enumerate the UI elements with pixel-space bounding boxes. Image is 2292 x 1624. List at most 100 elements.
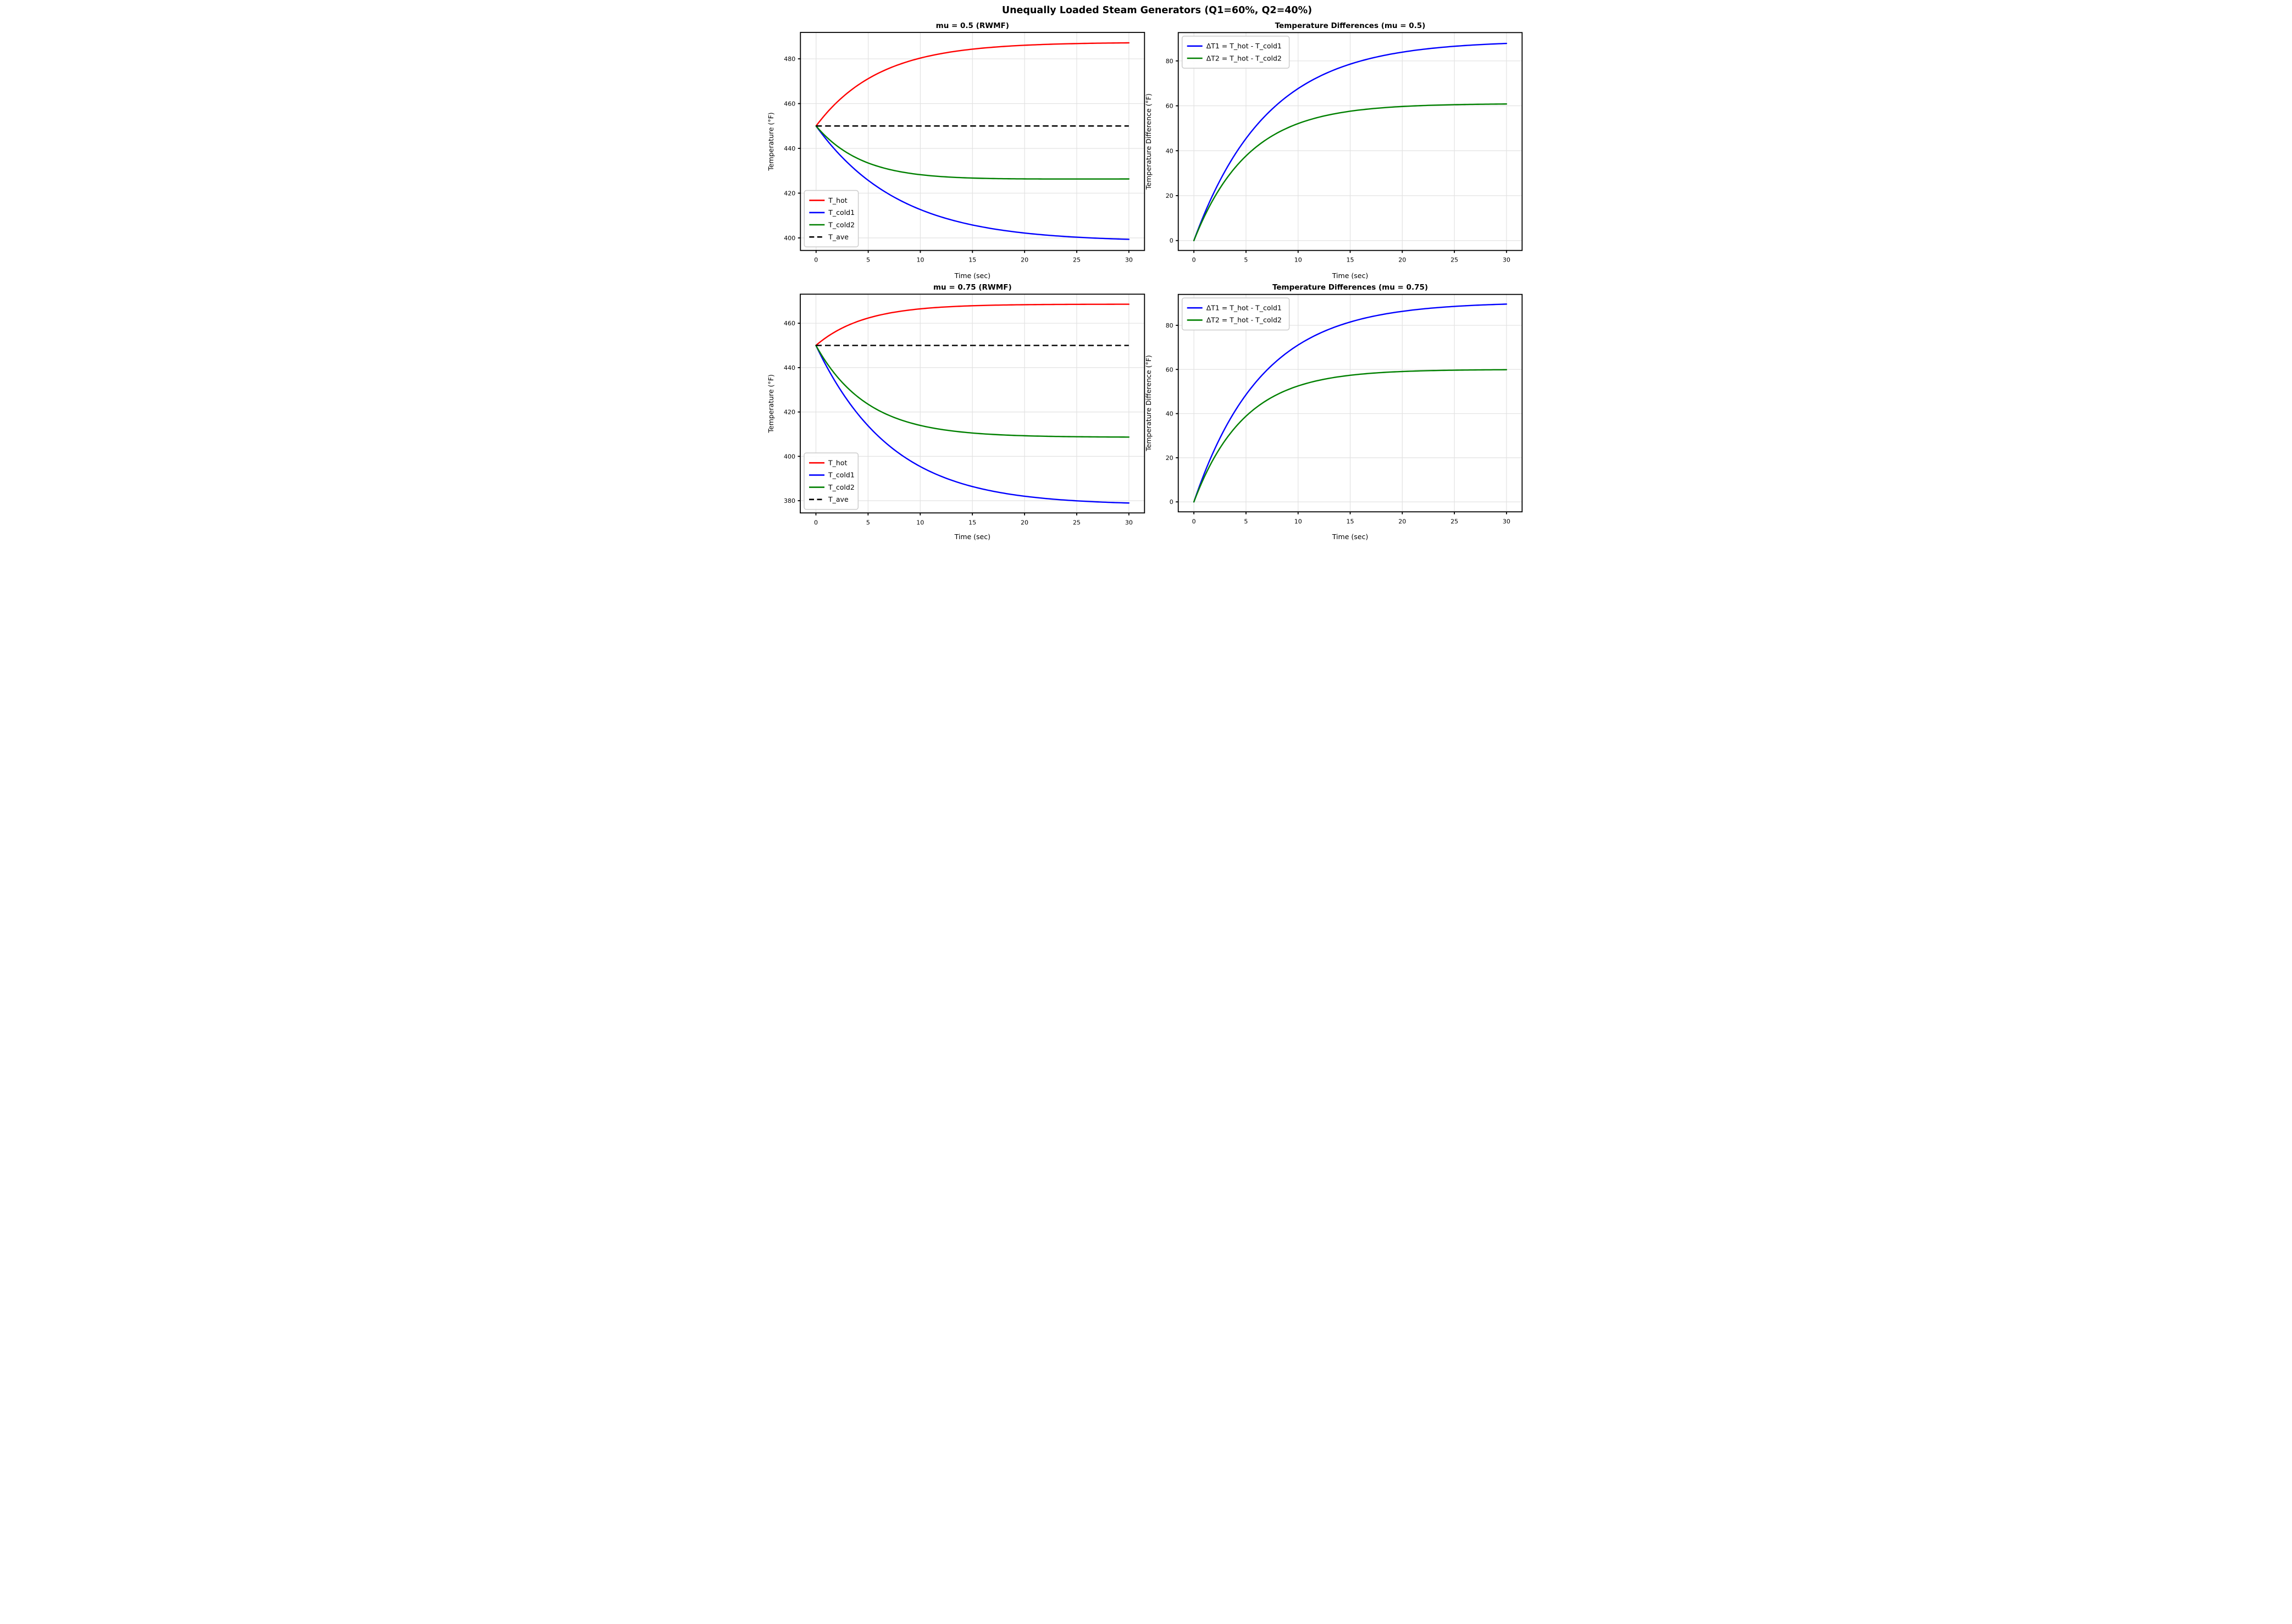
plot-title: Temperature Differences (mu = 0.75) [1272, 283, 1428, 292]
x-tick-label: 30 [1503, 518, 1510, 525]
y-tick-label: 60 [1166, 366, 1173, 373]
x-tick-label: 10 [1294, 518, 1302, 525]
x-tick-label: 10 [916, 257, 924, 264]
legend-box [804, 452, 859, 510]
x-tick-label: 25 [1073, 257, 1081, 264]
y-axis-label: Temperature Difference (°F) [1144, 355, 1153, 452]
series-line--t1-t-hot-t-cold1 [1193, 42, 1508, 241]
legend-entry-label: ΔT1 = T_hot - T_cold1 [1206, 304, 1282, 312]
subplot-temperatures-mu-0.5: mu = 0.5 (RWMF) Time (sec) Temperature (… [767, 21, 1145, 280]
legend-box [804, 190, 859, 248]
x-tick-label: 20 [1398, 518, 1406, 525]
y-tick-label: 20 [1166, 192, 1173, 199]
x-tick-label: 30 [1125, 519, 1133, 526]
y-tick-label: 40 [1166, 147, 1173, 154]
y-tick-label: 420 [784, 190, 795, 197]
x-tick-label: 0 [1192, 518, 1196, 525]
series-line--t2-t-hot-t-cold2 [1193, 369, 1508, 503]
x-axis-label: Time (sec) [954, 533, 990, 541]
series-line--t1-t-hot-t-cold1 [1193, 303, 1508, 503]
x-tick-label: 20 [1398, 257, 1406, 264]
plot-area: 0 5 10 15 20 25 30380400420440460T_hotT_cold1T… [784, 293, 1145, 526]
x-axis-label: Time (sec) [1332, 271, 1368, 280]
x-tick-label: 5 [866, 257, 870, 264]
plot-title: mu = 0.5 (RWMF) [936, 21, 1009, 30]
x-tick-label: 25 [1451, 518, 1458, 525]
plot-title: mu = 0.75 (RWMF) [933, 283, 1012, 292]
y-tick-label: 400 [784, 453, 795, 460]
legend-entry-label: ΔT1 = T_hot - T_cold1 [1206, 42, 1282, 50]
legend-entry-label: ΔT2 = T_hot - T_cold2 [1206, 316, 1282, 324]
x-tick-label: 0 [814, 257, 818, 264]
x-axis-label: Time (sec) [1332, 533, 1368, 541]
legend-entry-label: T_cold2 [828, 483, 855, 491]
x-tick-label: 10 [916, 519, 924, 526]
y-tick-label: 420 [784, 409, 795, 416]
subplot-temp-differences-mu-0.75: Temperature Differences (mu = 0.75) Time… [1144, 283, 1523, 541]
series-line-t-cold2 [815, 345, 1130, 438]
x-tick-label: 5 [1244, 518, 1248, 525]
plot-area: 0 5 10 15 20 25 30 0 20 40 60 80 ΔT1 = T_hot - T_col… [1166, 293, 1523, 525]
series-line-t-cold1 [815, 345, 1130, 504]
plot-area: 0 5 10 15 20 25 30400420440460480T_hotT_cold1T… [784, 32, 1145, 264]
x-tick-label: 25 [1073, 519, 1081, 526]
y-tick-label: 40 [1166, 411, 1173, 418]
series-line-t-cold2 [815, 125, 1130, 180]
series-line--t2-t-hot-t-cold2 [1193, 103, 1508, 241]
x-tick-label: 5 [1244, 257, 1248, 264]
plot-title: Temperature Differences (mu = 0.5) [1275, 21, 1426, 30]
series-line-t-hot [815, 42, 1130, 127]
legend: T_hot T_cold1 T_cold2 T_ave [804, 190, 859, 248]
y-tick-label: 460 [784, 101, 795, 108]
figure-suptitle: Unequally Loaded Steam Generators (Q1=60… [1002, 5, 1312, 16]
legend-entry-label: T_ave [828, 233, 849, 241]
legend-entry-label: T_hot [828, 459, 847, 467]
y-tick-label: 380 [784, 497, 795, 505]
x-tick-label: 15 [1347, 518, 1354, 525]
y-tick-label: 0 [1170, 498, 1173, 506]
figure: Unequally Loaded Steam Generators (Q1=60… [764, 0, 1528, 541]
x-axis-label: Time (sec) [954, 271, 990, 280]
series-line-t-hot [815, 303, 1130, 346]
y-tick-label: 440 [784, 145, 795, 152]
legend-entry-label: ΔT2 = T_hot - T_cold2 [1206, 54, 1282, 62]
y-tick-label: 20 [1166, 455, 1173, 462]
subplot-temperatures-mu-0.75: mu = 0.75 (RWMF) Time (sec) Temperature … [767, 283, 1145, 541]
y-axis-label: Temperature Difference (°F) [1144, 93, 1153, 190]
y-tick-label: 80 [1166, 58, 1173, 65]
x-tick-label: 20 [1021, 257, 1028, 264]
y-tick-label: 0 [1170, 237, 1173, 245]
axes-spines [1177, 32, 1523, 251]
x-tick-label: 15 [968, 257, 976, 264]
legend: ΔT1 = T_hot - T_cold1 ΔT2 = T_hot - T_col… [1181, 35, 1290, 69]
legend-entry-label: T_cold1 [828, 208, 855, 217]
y-tick-label: 400 [784, 235, 795, 242]
legend-entry-label: T_cold2 [828, 220, 855, 229]
subplot-temp-differences-mu-0.5: Temperature Differences (mu = 0.5) Time … [1144, 21, 1523, 280]
x-tick-label: 15 [968, 519, 976, 526]
legend-entry-label: T_ave [828, 495, 849, 503]
plot-area: 0 5 10 15 20 25 30 0 20 40 60 80 ΔT1 = T_hot - T_col… [1166, 32, 1523, 264]
x-tick-label: 0 [1192, 257, 1196, 264]
y-tick-label: 80 [1166, 322, 1173, 329]
x-tick-label: 25 [1451, 257, 1458, 264]
x-tick-label: 30 [1503, 257, 1510, 264]
x-tick-label: 30 [1125, 257, 1133, 264]
x-tick-label: 0 [814, 519, 818, 526]
series-line-t-cold1 [815, 125, 1130, 240]
x-tick-label: 10 [1294, 257, 1302, 264]
legend: T_hot T_cold1 T_cold2 T_ave [804, 452, 859, 510]
legend-entry-label: T_cold1 [828, 471, 855, 479]
legend-entry-label: T_hot [828, 196, 847, 204]
x-tick-label: 15 [1347, 257, 1354, 264]
y-tick-label: 460 [784, 320, 795, 327]
x-tick-label: 20 [1021, 519, 1028, 526]
y-axis-label: Temperature (°F) [767, 374, 775, 433]
x-tick-label: 5 [866, 519, 870, 526]
y-tick-label: 440 [784, 364, 795, 372]
y-axis-label: Temperature (°F) [767, 112, 775, 171]
figure-canvas: Unequally Loaded Steam Generators (Q1=60… [767, 5, 1523, 541]
y-tick-label: 480 [784, 56, 795, 63]
legend-box [1181, 35, 1290, 69]
legend-box [1181, 297, 1290, 331]
